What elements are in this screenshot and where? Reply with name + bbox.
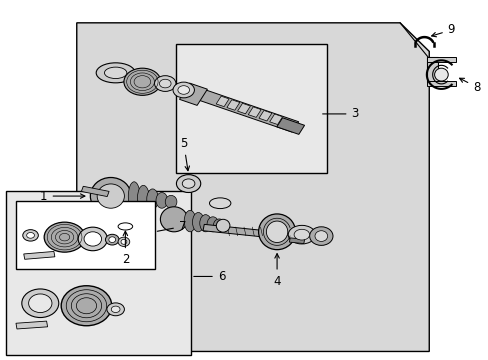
Ellipse shape (44, 222, 85, 252)
Ellipse shape (123, 68, 161, 95)
Bar (6, 191, 191, 355)
Ellipse shape (434, 68, 447, 81)
Polygon shape (269, 114, 282, 125)
Ellipse shape (178, 86, 189, 94)
Ellipse shape (165, 195, 177, 208)
Ellipse shape (159, 79, 171, 88)
Ellipse shape (146, 189, 158, 209)
Ellipse shape (176, 175, 201, 193)
Polygon shape (195, 89, 298, 132)
Ellipse shape (107, 303, 124, 316)
Ellipse shape (121, 239, 126, 244)
Ellipse shape (192, 212, 203, 232)
Ellipse shape (96, 63, 135, 83)
Ellipse shape (258, 214, 295, 249)
Bar (426, 58, 455, 63)
Ellipse shape (90, 177, 131, 215)
Ellipse shape (200, 215, 211, 232)
Polygon shape (216, 96, 228, 107)
Polygon shape (226, 100, 239, 110)
Ellipse shape (84, 232, 102, 246)
Ellipse shape (182, 179, 195, 188)
Ellipse shape (97, 184, 124, 208)
Polygon shape (259, 111, 271, 121)
Text: 3: 3 (322, 107, 358, 120)
Polygon shape (289, 238, 304, 244)
Polygon shape (24, 251, 55, 259)
Ellipse shape (105, 234, 119, 245)
Ellipse shape (27, 233, 34, 238)
Ellipse shape (29, 294, 52, 312)
Ellipse shape (213, 219, 224, 232)
Text: 6: 6 (193, 270, 225, 283)
Polygon shape (276, 118, 304, 134)
Ellipse shape (206, 217, 218, 232)
Ellipse shape (156, 193, 167, 208)
Ellipse shape (154, 76, 176, 91)
Ellipse shape (128, 182, 140, 210)
Ellipse shape (109, 237, 116, 243)
Ellipse shape (293, 229, 309, 240)
Bar (426, 58, 437, 82)
Ellipse shape (184, 210, 196, 232)
Ellipse shape (287, 225, 315, 244)
Polygon shape (77, 23, 428, 351)
Polygon shape (237, 103, 250, 114)
Ellipse shape (23, 230, 38, 241)
Polygon shape (248, 107, 261, 117)
Ellipse shape (111, 306, 120, 312)
Ellipse shape (216, 219, 229, 232)
Text: 8: 8 (459, 78, 479, 94)
Ellipse shape (160, 207, 187, 232)
Ellipse shape (61, 286, 112, 326)
Ellipse shape (137, 185, 149, 210)
Ellipse shape (173, 82, 194, 98)
Polygon shape (179, 83, 207, 105)
Text: 2: 2 (122, 231, 129, 266)
Polygon shape (16, 321, 47, 329)
Polygon shape (81, 186, 109, 197)
Bar (16, 202, 154, 269)
Text: 1: 1 (40, 190, 85, 203)
Text: 9: 9 (431, 23, 454, 37)
Text: 7: 7 (157, 220, 186, 233)
Bar (176, 44, 326, 173)
Ellipse shape (22, 289, 59, 318)
Text: 4: 4 (273, 254, 280, 288)
Ellipse shape (266, 221, 287, 243)
Text: 5: 5 (180, 137, 189, 171)
Polygon shape (203, 224, 300, 241)
Ellipse shape (78, 227, 107, 251)
Bar (426, 81, 455, 86)
Ellipse shape (104, 67, 126, 78)
Ellipse shape (314, 231, 327, 242)
Ellipse shape (309, 227, 332, 246)
Ellipse shape (118, 237, 129, 247)
